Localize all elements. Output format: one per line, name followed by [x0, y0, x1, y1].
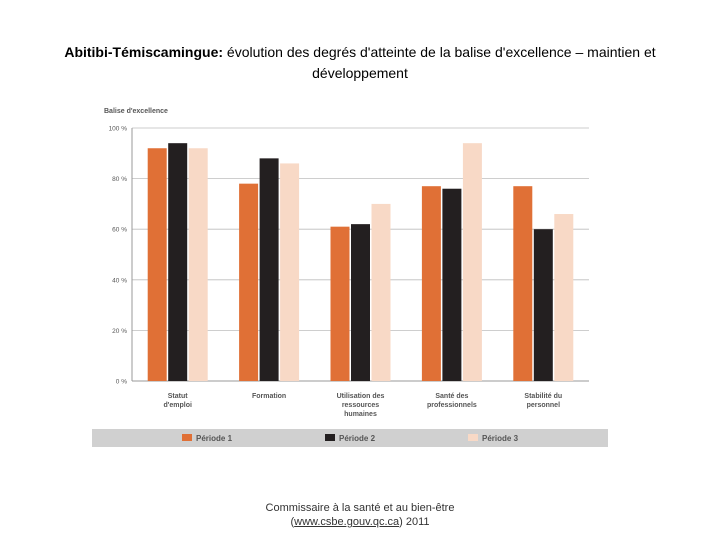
legend-label: Période 3 — [482, 434, 519, 443]
title-text: évolution des degrés d'atteinte de la ba… — [226, 44, 656, 81]
bar — [421, 186, 441, 381]
legend-label: Période 1 — [196, 434, 233, 443]
x-tick-label: Utilisation des ressources humaines — [337, 393, 385, 418]
bar — [554, 214, 574, 381]
footer-year: ) 2011 — [399, 516, 430, 528]
x-tick-label: Statut d'emploi — [163, 393, 192, 409]
bar-chart: Balise d'excellence 0 % 20 % 40 % 60 % 80 % 10… — [92, 108, 608, 447]
y-tick-label: 40 % — [112, 277, 127, 284]
x-tick-label: Formation — [252, 393, 286, 400]
legend-swatch — [325, 434, 335, 441]
bar — [351, 224, 370, 381]
footer-link[interactable]: www.csbe.gouv.qc.ca — [294, 516, 400, 528]
y-tick-label: 100 % — [109, 126, 128, 133]
bar — [533, 229, 553, 381]
x-tick-label: Stabilité du personnel — [524, 393, 562, 409]
y-tick-label: 0 % — [116, 379, 127, 386]
y-tick-label: 80 % — [112, 176, 127, 183]
bar — [168, 143, 188, 381]
footer: Commissaire à la santé et au bien-être (… — [210, 501, 510, 529]
chart-title: Abitibi-Témiscamingue: évolution des deg… — [40, 42, 680, 84]
y-tick-label: 20 % — [112, 328, 127, 335]
bar — [462, 143, 482, 381]
y-tick-label: 60 % — [112, 227, 127, 234]
footer-credit: Commissaire à la santé et au bien-être — [265, 502, 455, 514]
footer-source: (www.csbe.gouv.qc.ca) 2011 — [290, 516, 430, 528]
bar — [280, 163, 300, 381]
bar — [147, 148, 167, 381]
bar — [188, 148, 208, 381]
bar — [330, 226, 350, 381]
bar — [239, 183, 259, 381]
bar — [259, 158, 279, 381]
legend-background — [92, 429, 608, 447]
legend-swatch — [182, 434, 192, 441]
legend-swatch — [468, 434, 478, 441]
bar — [371, 203, 391, 381]
x-tick-label: Santé des professionnels — [427, 393, 477, 409]
bar — [513, 186, 533, 381]
legend-label: Période 2 — [339, 434, 376, 443]
y-axis-label: Balise d'excellence — [104, 108, 168, 115]
bar — [442, 188, 462, 381]
title-region: Abitibi-Témiscamingue: — [64, 44, 224, 60]
